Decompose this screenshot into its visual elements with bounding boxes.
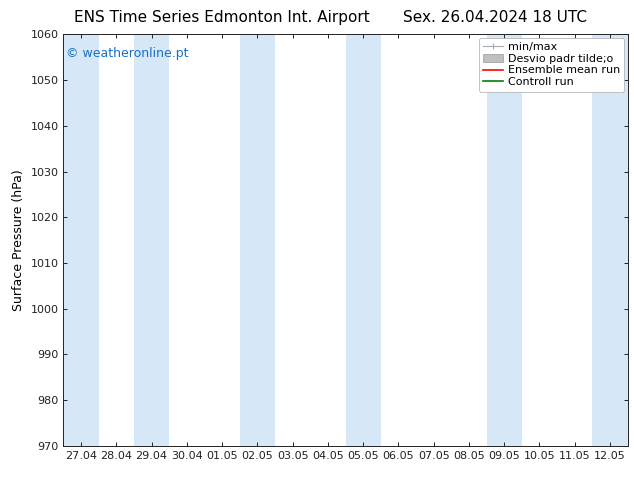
Bar <box>592 34 628 446</box>
Bar <box>134 34 169 446</box>
Bar <box>487 34 522 446</box>
Bar <box>63 34 99 446</box>
Legend: min/max, Desvio padr tilde;o, Ensemble mean run, Controll run: min/max, Desvio padr tilde;o, Ensemble m… <box>479 38 624 92</box>
Text: Sex. 26.04.2024 18 UTC: Sex. 26.04.2024 18 UTC <box>403 10 586 25</box>
Bar <box>346 34 381 446</box>
Text: ENS Time Series Edmonton Int. Airport: ENS Time Series Edmonton Int. Airport <box>74 10 370 25</box>
Bar <box>240 34 275 446</box>
Text: © weatheronline.pt: © weatheronline.pt <box>66 47 189 60</box>
Y-axis label: Surface Pressure (hPa): Surface Pressure (hPa) <box>12 169 25 311</box>
